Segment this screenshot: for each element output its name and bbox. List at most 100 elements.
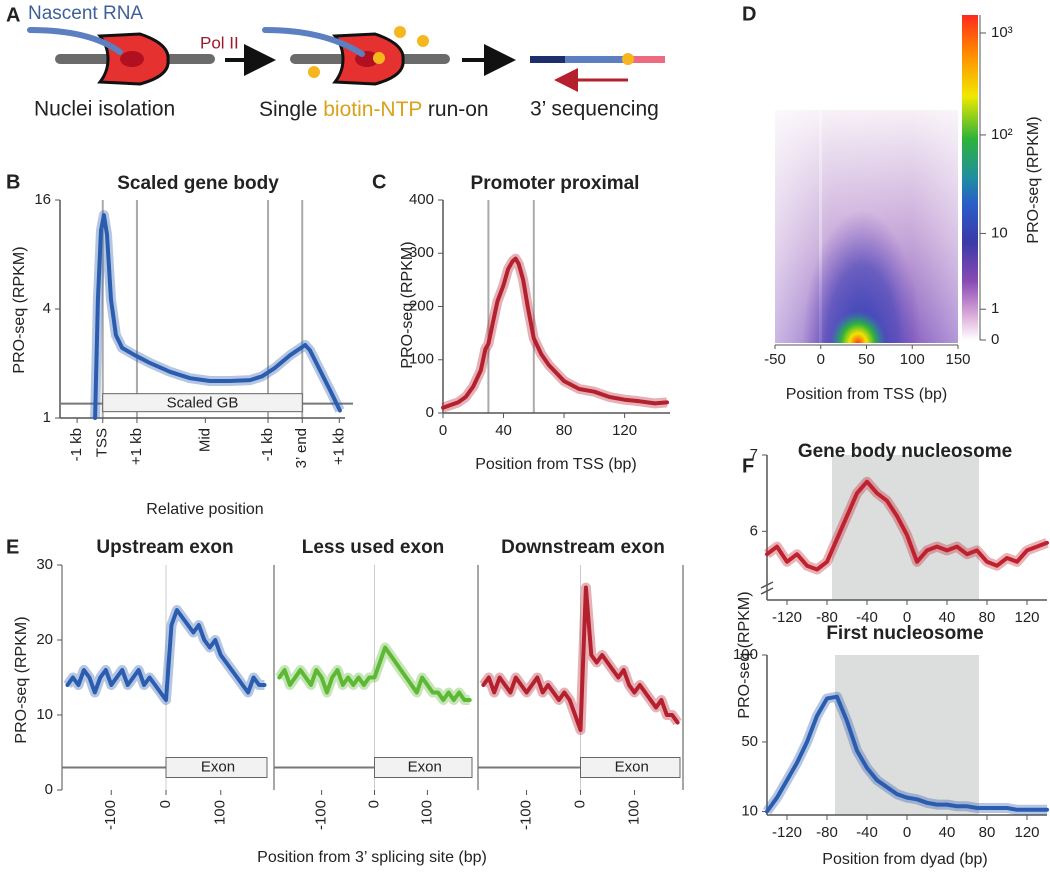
shaded-region [832,455,979,600]
annotation-box [165,757,268,778]
biotin-ntp [394,26,406,38]
y-tick-label: 20 [36,631,53,648]
x-tick-label: 3’ end [293,428,310,468]
axis-break [760,581,774,589]
axis-break [760,587,774,595]
x-tick-label: 100 [625,800,642,825]
chart-title: Upstream exon [96,537,233,558]
biotin-ntp [417,35,429,47]
y-tick-label: 10 [36,706,53,723]
colorbar-tick-label: 10 [991,224,1008,241]
panel-letter: A [6,4,20,26]
x-tick-label: 0 [903,609,911,626]
x-tick-label: 80 [979,609,996,626]
y-tick-label: 300 [409,244,434,261]
x-tick-label: 100 [212,800,229,825]
pol-label: Pol II [200,33,239,52]
x-tick-label: 100 [418,800,435,825]
x-tick-label: 0 [903,824,911,841]
x-axis-label: Position from 3’ splicing site (bp) [257,849,487,866]
x-tick-label: -1 kb [259,428,276,461]
biotin-ntp [373,52,385,64]
panel-letter: F [742,455,754,477]
step-label: Single biotin-NTP run-on [259,98,489,121]
y-axis-label: PRO-seq (RPKM) [11,246,28,373]
biotin-ntp [308,66,320,78]
read [627,56,665,63]
x-tick-label: 0 [817,351,825,368]
x-tick-label: 40 [939,609,956,626]
biotin-ntp [622,53,634,65]
x-axis-label: Position from TSS (bp) [786,386,948,403]
colorbar-label: PRO-seq (RPKM) [1025,116,1042,243]
y-tick-label: 50 [741,733,758,750]
y-tick-label: 30 [36,556,53,573]
read [530,56,565,63]
x-tick-label: 0 [365,800,382,808]
annotation: Exon [615,758,649,775]
y-axis-label: PRO-seq (RPKM) [736,591,753,718]
line [93,213,342,420]
y-tick-label: 4 [43,300,51,317]
x-tick-label: -40 [856,609,878,626]
chart-title: Gene body nucleosome [798,441,1012,462]
y-tick-label: 1 [43,409,51,426]
x-tick-label: 0 [439,422,447,439]
x-tick-label: 120 [612,422,637,439]
shaded-region [835,655,979,815]
heatmap-stripe [819,110,822,343]
x-tick-label: 0 [571,800,588,808]
x-tick-label: -80 [816,609,838,626]
panel-letter: B [6,171,20,193]
x-tick-label: -50 [764,351,786,368]
x-tick-label: -120 [772,609,802,626]
y-tick-label: 16 [34,191,51,208]
step-part: Single [259,98,317,121]
x-tick-label: 120 [1014,609,1039,626]
y-tick-label: 7 [750,446,758,463]
colorbar-tick-label: 1 [991,300,999,317]
x-axis-label: Relative position [146,501,263,518]
x-tick-label: TSS [94,428,111,457]
x-tick-label: 80 [979,824,996,841]
line [65,608,267,702]
x-tick-label: 100 [900,351,925,368]
step-label: 3’ sequencing [530,98,659,121]
x-tick-label: 80 [556,422,573,439]
colorbar-tick-label: 10³ [991,24,1013,41]
read [565,56,627,63]
step-part: biotin-NTP [323,98,422,121]
y-tick-label: 6 [750,522,758,539]
colorbar-tick-label: 0 [991,331,999,348]
x-tick-label: +1 kb [128,428,145,465]
y-axis-label: PRO-seq (RPKM) [13,616,30,743]
panel-letter: E [6,536,19,558]
y-tick-label: 200 [409,297,434,314]
y-tick-label: 10 [741,802,758,819]
x-tick-label: -120 [772,824,802,841]
chart-title: Promoter proximal [471,173,640,194]
y-tick-label: 100 [733,646,758,663]
active-site [120,51,144,67]
line [765,694,1049,814]
y-tick-label: 100 [409,351,434,368]
x-tick-label: Mid [196,428,213,452]
annotation: Scaled GB [167,395,239,412]
chart-title: First nucleosome [826,623,983,644]
y-tick-label: 0 [45,781,53,798]
x-tick-label: 150 [945,351,970,368]
step-part: run-on [428,98,489,121]
annotation: Exon [201,758,235,775]
heatmap-blob [802,210,922,343]
x-tick-label: -100 [518,800,535,830]
heatmap-blob [830,311,886,343]
y-axis-label: PRO-seq (RPKM) [399,241,416,368]
confidence-band [441,253,668,413]
x-tick-label: +1 kb [330,428,347,465]
x-tick-label: -1 kb [68,428,85,461]
line [441,256,669,410]
annotation-box [102,393,303,413]
step-label: Nuclei isolation [34,98,175,121]
line [765,479,1049,572]
